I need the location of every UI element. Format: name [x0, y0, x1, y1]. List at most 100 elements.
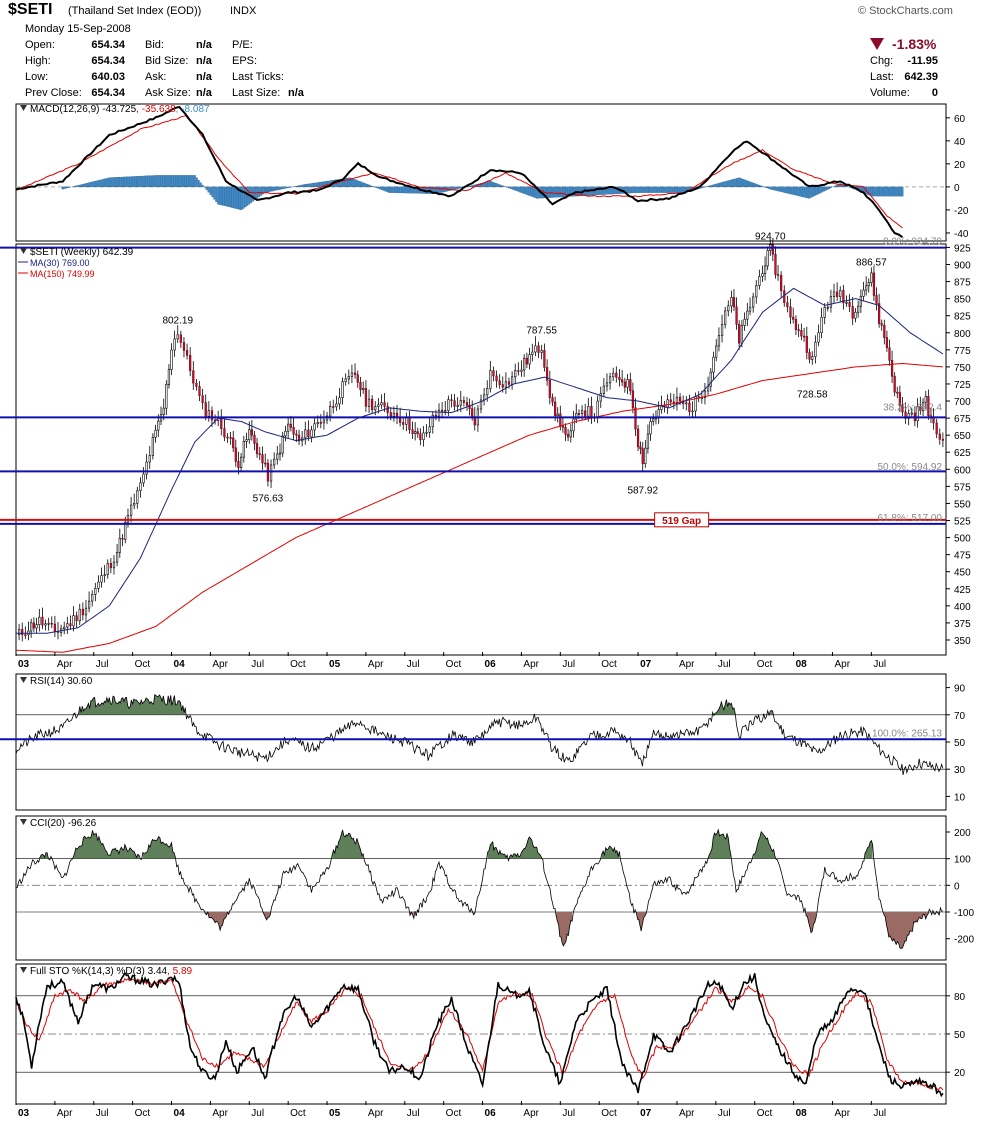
- price-candle-up: [862, 289, 865, 297]
- price-candle-up: [344, 378, 347, 382]
- price-candle-up: [287, 423, 290, 432]
- last-label: Last:: [870, 71, 894, 83]
- macd-histogram-bar: [769, 186, 772, 190]
- macd-histogram-bar: [481, 182, 484, 188]
- macd-histogram-bar: [828, 186, 831, 189]
- macd-histogram-bar: [670, 186, 673, 193]
- price-candle-down: [386, 406, 389, 413]
- 1.ticks-tick-label: 400: [954, 602, 971, 613]
- macd-histogram-bar: [599, 186, 602, 195]
- macd-histogram-bar: [184, 175, 187, 188]
- x-tick-label: Apr: [679, 659, 695, 670]
- macd-histogram-bar: [408, 186, 411, 194]
- price-candle-down: [195, 382, 198, 387]
- macd-histogram-bar: [211, 186, 214, 198]
- price-candle-up: [170, 349, 173, 370]
- macd-histogram-bar: [201, 184, 204, 188]
- price-candle-down: [584, 410, 587, 417]
- price-candle-down: [615, 372, 618, 378]
- macd-histogram-bar: [721, 182, 724, 188]
- cci-low-fill: [556, 912, 573, 946]
- macd-histogram-bar: [571, 186, 574, 197]
- copyright[interactable]: © StockCharts.com: [858, 5, 953, 17]
- price-candle-down: [537, 345, 540, 353]
- price-candle-up: [730, 297, 733, 307]
- price-candle-down: [471, 408, 474, 417]
- macd-histogram-bar: [282, 186, 285, 189]
- macd-histogram-bar: [160, 175, 163, 188]
- price-candle-up: [823, 306, 826, 318]
- macd-histogram-bar: [240, 186, 243, 211]
- macd-histogram-bar: [405, 186, 407, 194]
- price-candle-down: [507, 381, 511, 385]
- macd-histogram-bar: [547, 186, 549, 198]
- 0.ticks-tick-label: -40: [954, 229, 969, 240]
- 1.ticks-tick-label: 925: [954, 243, 971, 254]
- price-candle-down: [332, 406, 335, 408]
- price-candle-down: [192, 370, 195, 384]
- price-candle-down: [848, 302, 851, 307]
- macd-histogram-bar: [868, 186, 871, 196]
- macd-histogram-bar: [885, 186, 887, 197]
- macd-histogram-bar: [82, 183, 85, 188]
- price-candle-up: [66, 623, 69, 628]
- price-candle-down: [636, 428, 640, 448]
- macd-histogram-bar: [776, 186, 779, 192]
- macd-histogram-bar: [138, 176, 141, 188]
- price-candle-down: [462, 400, 466, 403]
- macd-histogram-bar: [614, 186, 617, 195]
- price-candle-down: [198, 386, 201, 396]
- 0.ticks-tick-label: -20: [954, 206, 969, 217]
- macd-histogram-bar: [830, 186, 832, 188]
- macd-histogram-bar: [450, 186, 452, 191]
- 4.ticks-tick-label: 80: [954, 992, 966, 1003]
- price-candle-down: [904, 411, 907, 419]
- price-candle-up: [652, 418, 655, 422]
- macd-histogram-bar: [104, 178, 107, 188]
- macd-histogram-bar: [595, 186, 598, 196]
- price-candle-up: [540, 350, 543, 353]
- macd-histogram-bar: [892, 186, 895, 197]
- price-candle-down: [776, 274, 780, 276]
- macd-histogram-bar: [800, 186, 803, 197]
- macd-signal-line: [15, 114, 903, 229]
- price-candle-up: [569, 430, 572, 438]
- price-candle-down: [121, 537, 124, 540]
- macd-histogram-bar: [162, 175, 165, 188]
- macd-histogram-bar: [386, 186, 389, 193]
- macd-histogram-bar: [362, 182, 365, 188]
- x-tick-label: Apr: [679, 1108, 695, 1119]
- 1.ticks-tick-label: 725: [954, 380, 971, 391]
- price-candle-down: [842, 290, 845, 304]
- price-candle-up: [126, 515, 130, 523]
- macd-histogram-bar: [508, 186, 510, 189]
- macd-histogram-bar: [192, 175, 194, 188]
- cci-high-fill: [601, 846, 620, 859]
- macd-histogram-bar: [377, 186, 380, 189]
- macd-histogram-bar: [367, 184, 370, 188]
- price-annotation: 576.63: [253, 493, 284, 504]
- x-tick-label: 04: [174, 659, 186, 670]
- macd-histogram-bar: [734, 178, 737, 188]
- price-candle-up: [748, 306, 752, 312]
- macd-histogram-bar: [802, 186, 805, 198]
- price-candle-up: [626, 379, 629, 388]
- price-candle-down: [419, 433, 422, 441]
- 0.ticks-tick-label: 60: [954, 114, 966, 125]
- macd-histogram-bar: [382, 186, 385, 191]
- macd-histogram-bar: [205, 186, 208, 190]
- price-candle-down: [204, 402, 207, 417]
- macd-histogram-bar: [888, 186, 891, 197]
- macd-histogram-bar: [319, 181, 322, 188]
- macd-histogram-bar: [278, 186, 281, 190]
- price-candle-down: [261, 454, 264, 464]
- macd-histogram-bar: [808, 186, 811, 199]
- macd-histogram-bar: [448, 186, 450, 191]
- price-legend-entry: MA(30) 769.00: [30, 258, 90, 268]
- macd-histogram-bar: [663, 186, 666, 193]
- panel-menu-icon: [20, 677, 27, 683]
- macd-histogram-bar: [793, 186, 796, 196]
- price-candle-down: [501, 384, 504, 388]
- macd-histogram-bar: [438, 186, 441, 194]
- macd-histogram-bar: [340, 178, 342, 188]
